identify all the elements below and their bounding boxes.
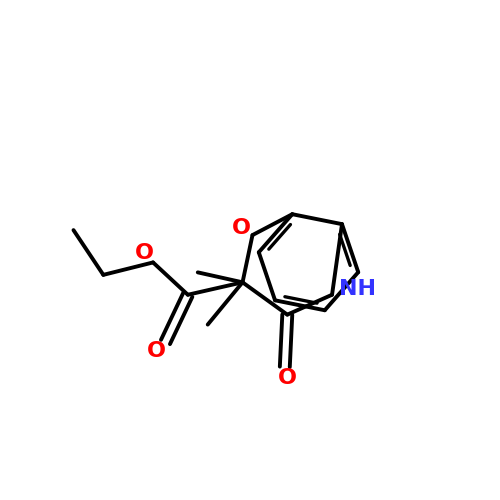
Text: O: O — [147, 341, 166, 361]
Text: O: O — [134, 244, 154, 264]
Text: O: O — [232, 218, 251, 238]
Text: NH: NH — [340, 279, 376, 299]
Text: O: O — [278, 368, 297, 388]
